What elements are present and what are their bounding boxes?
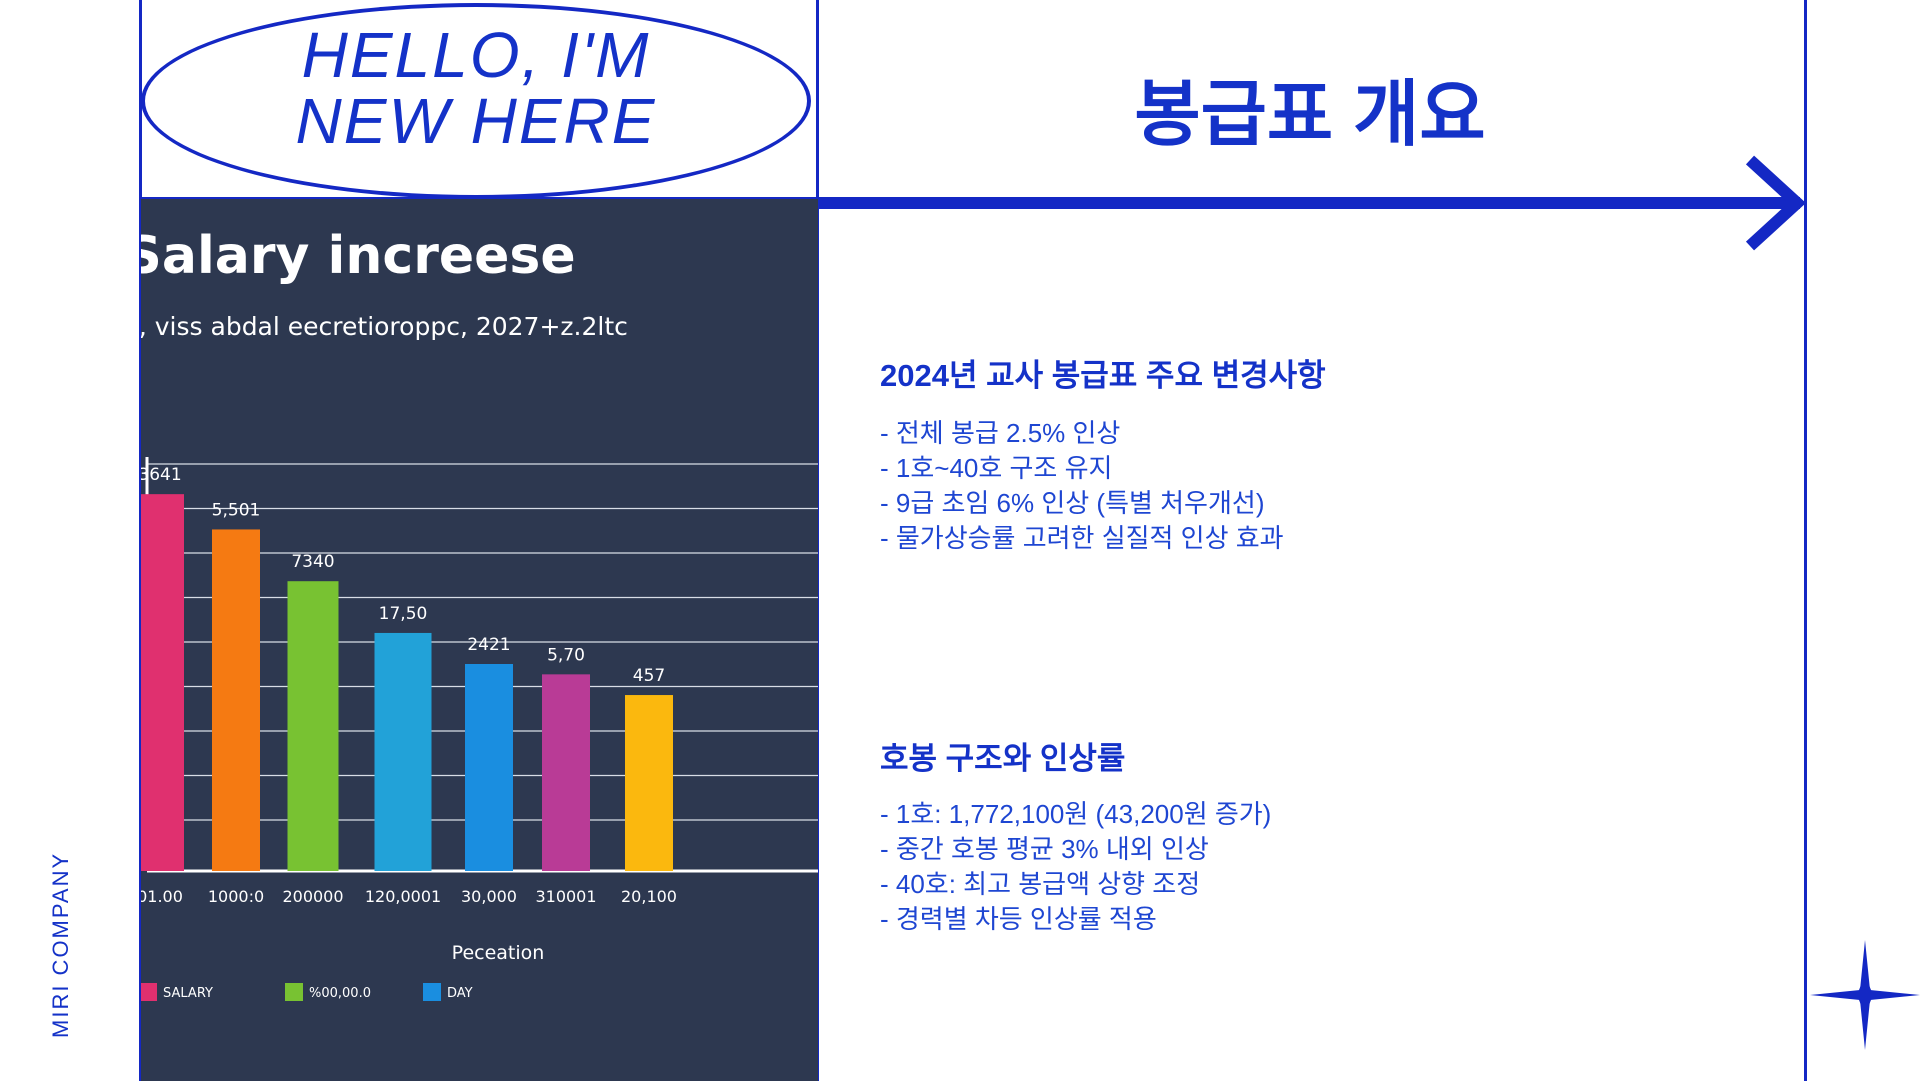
list-item: - 1호~40호 구조 유지 — [880, 453, 1113, 483]
changes-list: - 전체 봉급 2.5% 인상 - 1호~40호 구조 유지 - 9급 초임 6… — [880, 416, 1284, 556]
x-tick-label: 01.00 — [141, 887, 183, 906]
chart-bar — [141, 494, 184, 871]
legend-label: DAY — [447, 986, 473, 1001]
chart-data-label: 2421 — [467, 635, 510, 655]
company-label: MIRI COMPANY — [48, 851, 73, 1038]
list-item: - 전체 봉급 2.5% 인상 — [880, 418, 1121, 448]
list-item: - 1호: 1,772,100원 (43,200원 증가) — [880, 799, 1272, 829]
chart-data-label: 17,50 — [379, 604, 428, 624]
sparkle-star-icon — [1810, 940, 1920, 1050]
x-tick-label: 20,100 — [621, 887, 677, 906]
list-item: - 물가상승률 고려한 실질적 인상 효과 — [880, 523, 1284, 553]
chart-data-label: 5,70 — [547, 645, 585, 665]
chart-bar — [625, 695, 673, 871]
hello-line-1: HELLO, I'M — [301, 19, 651, 91]
chart-bar — [465, 664, 513, 871]
chart-data-label: 3641 — [141, 465, 182, 485]
x-tick-label: 1000:0 — [208, 887, 264, 906]
structure-list: - 1호: 1,772,100원 (43,200원 증가) - 중간 호봉 평균… — [880, 797, 1271, 937]
list-item: - 40호: 최고 봉급액 상향 조정 — [880, 869, 1201, 899]
page-title: 봉급표 개요 — [1134, 75, 1486, 155]
chart-data-label: 5,501 — [212, 500, 261, 520]
section-title-changes: 2024년 교사 봉급표 주요 변경사항 — [880, 358, 1326, 393]
section-title-structure: 호봉 구조와 인상률 — [880, 741, 1126, 776]
legend-swatch — [285, 983, 303, 1001]
legend-label: %00,00.0 — [309, 986, 371, 1001]
legend-swatch — [423, 983, 441, 1001]
list-item: - 중간 호봉 평균 3% 내외 인상 — [880, 834, 1209, 864]
x-tick-label: 310001 — [535, 887, 596, 906]
hello-ellipse — [141, 3, 811, 199]
chart-title: Salary increese — [141, 226, 576, 286]
x-tick-label: 120,0001 — [365, 887, 441, 906]
x-axis-label: Peceation — [452, 942, 545, 964]
chart-bar — [212, 529, 260, 871]
hello-heading: HELLO, I'M NEW HERE — [141, 22, 811, 154]
salary-chart-panel: Salary increese lees, viss abdal eecreti… — [141, 199, 818, 1081]
chart-data-label: 7340 — [291, 552, 334, 572]
chart-data-label: 457 — [633, 666, 665, 686]
hello-line-2: NEW HERE — [295, 85, 657, 157]
right-frame-line — [1804, 0, 1807, 1081]
legend-swatch — [141, 983, 157, 1001]
salary-bar-chart: Salary increese lees, viss abdal eecreti… — [141, 226, 818, 1001]
arrow-right-icon — [818, 155, 1805, 251]
chart-subtitle: lees, viss abdal eecretioroppc, 2027+z.2… — [141, 312, 628, 341]
legend-label: SALARY — [163, 986, 213, 1001]
list-item: - 경력별 차등 인상률 적용 — [880, 904, 1157, 934]
x-tick-label: 200000 — [282, 887, 343, 906]
chart-bar — [287, 581, 339, 871]
chart-bar — [374, 632, 432, 871]
x-tick-label: 30,000 — [461, 887, 517, 906]
list-item: - 9급 초임 6% 인상 (특별 처우개선) — [880, 488, 1265, 518]
chart-bar — [542, 674, 590, 871]
